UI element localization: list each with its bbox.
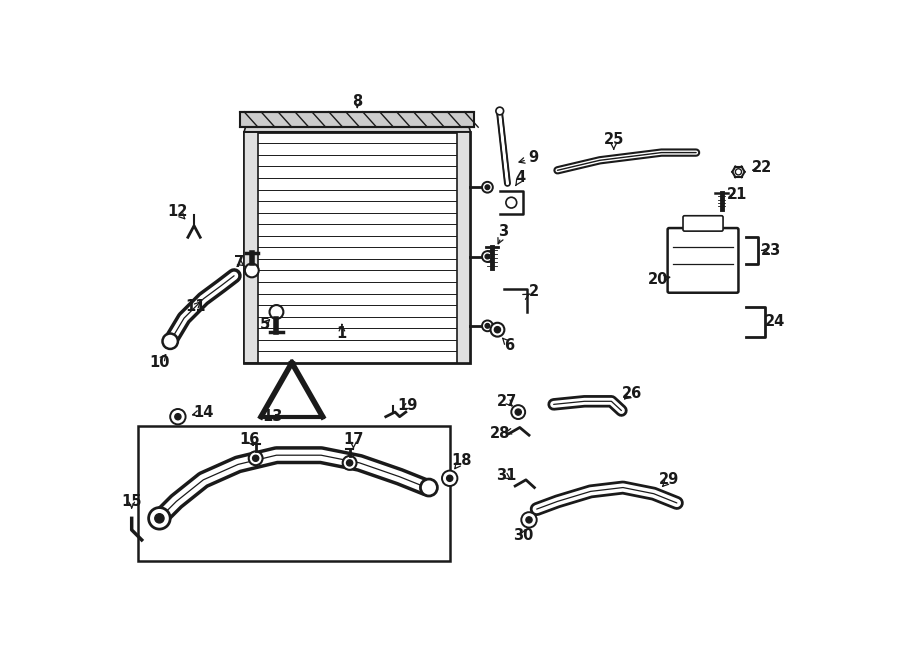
Text: 11: 11 — [185, 299, 206, 314]
Circle shape — [248, 451, 263, 465]
Circle shape — [175, 414, 181, 420]
Text: 3: 3 — [499, 224, 508, 240]
Text: 28: 28 — [490, 426, 510, 441]
Circle shape — [735, 169, 742, 175]
Text: 22: 22 — [752, 160, 771, 175]
Circle shape — [526, 517, 532, 523]
Text: 14: 14 — [194, 404, 213, 420]
Bar — [240, 112, 474, 127]
Text: 15: 15 — [122, 494, 142, 509]
Circle shape — [494, 326, 500, 333]
Circle shape — [269, 305, 284, 319]
Circle shape — [485, 324, 490, 328]
FancyBboxPatch shape — [668, 228, 738, 293]
Text: 27: 27 — [498, 394, 518, 409]
Circle shape — [511, 405, 526, 419]
Circle shape — [485, 185, 490, 189]
Text: 16: 16 — [239, 432, 260, 448]
Text: 17: 17 — [343, 432, 364, 448]
Circle shape — [515, 409, 521, 415]
Circle shape — [155, 514, 164, 523]
Circle shape — [343, 456, 356, 470]
Text: 29: 29 — [659, 473, 680, 487]
Circle shape — [253, 455, 258, 461]
Text: 18: 18 — [451, 453, 472, 468]
Text: 8: 8 — [352, 93, 363, 109]
Circle shape — [521, 512, 536, 528]
Text: 23: 23 — [760, 243, 781, 258]
Circle shape — [442, 471, 457, 486]
Text: 25: 25 — [604, 132, 624, 147]
Text: 10: 10 — [149, 355, 170, 370]
Circle shape — [346, 460, 353, 466]
FancyBboxPatch shape — [683, 216, 723, 231]
Circle shape — [148, 508, 170, 529]
Text: 12: 12 — [167, 205, 188, 219]
Circle shape — [496, 107, 504, 115]
Circle shape — [491, 323, 504, 336]
Circle shape — [245, 263, 258, 277]
Circle shape — [163, 334, 178, 349]
Circle shape — [506, 197, 517, 208]
Text: 19: 19 — [397, 399, 418, 414]
Bar — [456, 132, 471, 363]
Text: 2: 2 — [529, 284, 539, 299]
Bar — [244, 132, 258, 363]
Polygon shape — [244, 132, 471, 363]
Text: 1: 1 — [337, 326, 347, 341]
Text: 6: 6 — [504, 338, 514, 353]
Circle shape — [446, 475, 453, 481]
Text: 13: 13 — [263, 409, 283, 424]
Text: 7: 7 — [234, 255, 245, 270]
Circle shape — [420, 479, 437, 496]
Circle shape — [482, 320, 493, 331]
Circle shape — [170, 409, 185, 424]
Text: 20: 20 — [647, 272, 668, 287]
Bar — [138, 426, 450, 561]
Circle shape — [482, 251, 493, 262]
Text: 31: 31 — [496, 469, 516, 483]
Circle shape — [482, 182, 493, 193]
Text: 21: 21 — [726, 187, 747, 203]
Circle shape — [485, 254, 490, 259]
Text: 4: 4 — [516, 171, 526, 185]
Text: 5: 5 — [260, 317, 270, 332]
Text: 30: 30 — [513, 528, 533, 543]
Text: 9: 9 — [527, 150, 538, 166]
Text: 24: 24 — [765, 314, 786, 330]
Polygon shape — [244, 124, 471, 132]
Text: 26: 26 — [622, 386, 643, 401]
